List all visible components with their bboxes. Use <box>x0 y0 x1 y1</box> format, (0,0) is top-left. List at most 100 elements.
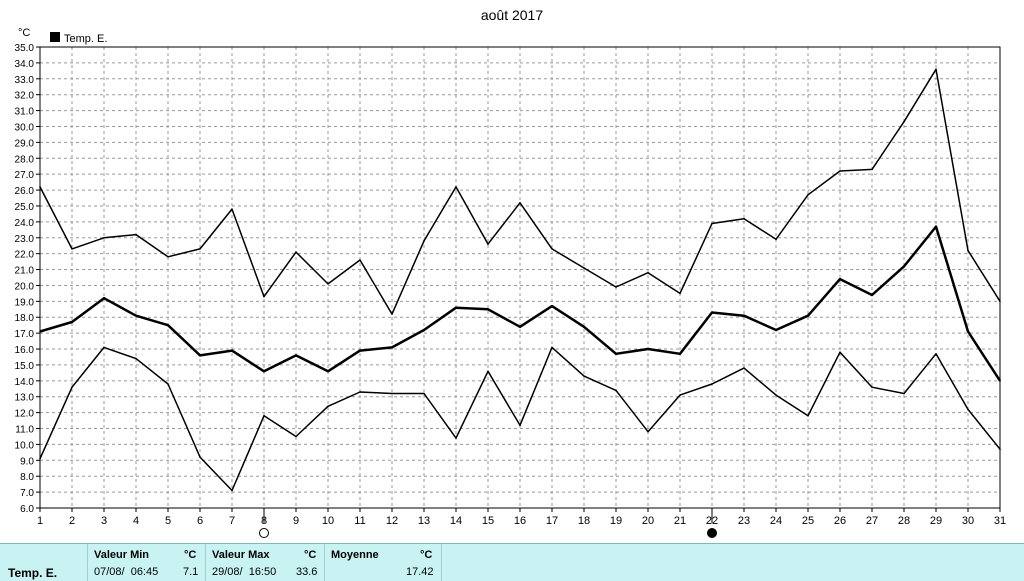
y-tick-label: 15.0 <box>15 361 35 372</box>
x-tick-label: 7 <box>229 515 235 527</box>
data-point-min <box>359 391 361 393</box>
y-tick-label: 14.0 <box>15 377 35 388</box>
y-tick-label: 12.0 <box>15 409 35 420</box>
data-point-mean <box>871 294 873 296</box>
footer-separator <box>205 544 206 581</box>
data-point-min <box>135 357 137 360</box>
x-tick-label: 28 <box>898 515 910 527</box>
legend-swatch <box>50 32 60 42</box>
data-point-mean <box>551 305 553 307</box>
x-tick-label: 18 <box>578 515 590 527</box>
data-point-min <box>967 408 969 411</box>
data-point-max <box>839 170 841 172</box>
y-tick-label: 10.0 <box>15 440 35 451</box>
series-line-mean <box>39 225 1002 382</box>
data-point-max <box>775 238 777 241</box>
data-point-mean <box>679 353 681 355</box>
data-point-max <box>967 249 969 252</box>
data-point-max <box>295 251 297 253</box>
x-tick-label: 3 <box>101 515 107 527</box>
max-when: 29/08/ 16:50 <box>212 566 277 578</box>
data-point-max <box>327 283 329 285</box>
data-point-max <box>519 201 521 204</box>
x-tick-label: 24 <box>770 515 782 527</box>
y-tick-label: 34.0 <box>15 59 35 70</box>
data-point-max <box>263 295 265 298</box>
y-tick-label: 16.0 <box>15 345 35 356</box>
data-point-mean <box>135 314 137 317</box>
x-tick-label: 23 <box>738 515 750 527</box>
chart-title: août 2017 <box>481 7 543 23</box>
x-tick-label: 26 <box>834 515 846 527</box>
y-tick-label: 33.0 <box>15 75 35 86</box>
avg-header: Moyenne <box>331 549 379 561</box>
y-tick-label: 21.0 <box>15 266 35 277</box>
data-point-mean <box>167 324 169 326</box>
y-tick-label: 27.0 <box>15 170 35 181</box>
data-point-max <box>391 313 393 315</box>
x-tick-label: 17 <box>546 515 558 527</box>
max-unit: °C <box>304 549 317 561</box>
y-tick-label: 29.0 <box>15 138 35 149</box>
data-point-min <box>679 394 681 396</box>
data-point-max <box>103 236 105 239</box>
data-point-min <box>807 415 809 417</box>
data-point-min <box>71 386 73 388</box>
data-point-min <box>583 375 585 377</box>
full-moon-icon <box>259 528 269 538</box>
max-value: 33.6 <box>296 566 318 578</box>
x-tick-label: 25 <box>802 515 814 527</box>
y-tick-label: 30.0 <box>15 122 35 133</box>
x-tick-label: 20 <box>642 515 654 527</box>
y-tick-label: 23.0 <box>15 234 35 245</box>
data-point-mean <box>423 329 425 331</box>
x-tick-label: 29 <box>930 515 942 527</box>
min-value: 7.1 <box>183 566 199 578</box>
y-tick-label: 13.0 <box>15 393 35 404</box>
data-point-max <box>455 186 457 188</box>
data-point-max <box>615 286 617 288</box>
x-tick-label: 19 <box>610 515 622 527</box>
data-point-mean <box>199 354 201 357</box>
data-point-max <box>359 259 361 261</box>
data-point-mean <box>615 353 617 355</box>
data-point-min <box>775 394 777 396</box>
temperature-chart: août 2017 °C Temp. E. 6.07.08.09.010.011… <box>15 7 1006 538</box>
y-tick-label: 24.0 <box>15 218 35 229</box>
y-tick-label: 8.0 <box>20 472 34 483</box>
data-point-max <box>231 208 233 210</box>
data-point-max <box>167 256 169 258</box>
y-tick-label: 9.0 <box>20 456 34 467</box>
data-point-max <box>199 248 201 250</box>
data-point-max <box>423 240 425 242</box>
data-point-max <box>71 248 73 250</box>
y-axis-unit: °C <box>18 27 30 39</box>
data-point-min <box>647 430 649 433</box>
x-tick-label: 30 <box>962 515 974 527</box>
plot-frame <box>39 46 1001 509</box>
data-point-max <box>711 222 713 225</box>
avg-value: 17.42 <box>406 566 434 578</box>
data-point-mean <box>487 308 489 311</box>
min-when: 07/08/ 06:45 <box>94 566 159 578</box>
summary-row-label: Temp. E. <box>8 566 58 580</box>
data-point-mean <box>519 325 521 328</box>
y-tick-label: 26.0 <box>15 186 35 197</box>
data-point-min <box>327 405 329 408</box>
data-point-mean <box>743 314 745 317</box>
footer-separator <box>87 544 88 581</box>
data-point-max <box>871 168 873 171</box>
summary-footer: Temp. E. Valeur Min °C 07/08/ 06:45 7.1 … <box>0 543 1024 581</box>
max-header: Valeur Max <box>212 549 270 561</box>
y-tick-label: 32.0 <box>15 91 35 102</box>
data-point-mean <box>263 370 265 373</box>
data-point-min <box>711 383 713 385</box>
data-point-min <box>487 370 489 373</box>
data-point-mean <box>647 348 649 350</box>
data-point-max <box>935 68 937 71</box>
data-point-mean <box>103 297 105 299</box>
data-point-min <box>935 353 937 355</box>
data-point-min <box>295 435 297 438</box>
data-point-max <box>807 194 809 196</box>
data-point-mean <box>455 306 457 309</box>
